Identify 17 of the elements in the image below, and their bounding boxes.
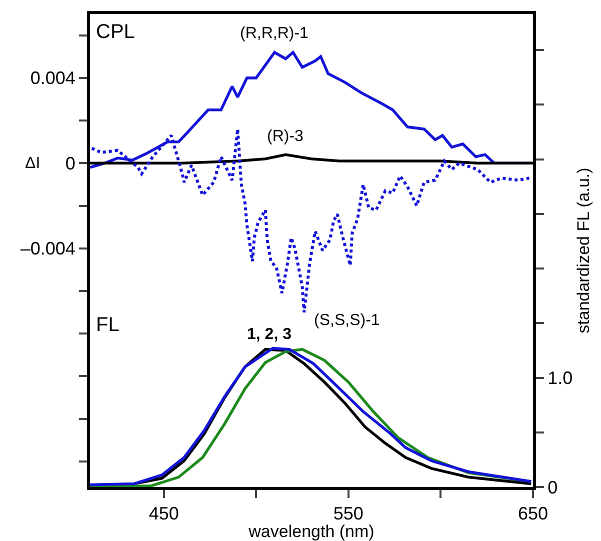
x-tick-label: 650 [518, 504, 548, 524]
y-tick-label: 0.004 [30, 68, 76, 88]
annotation: FL [96, 314, 120, 336]
annotation: CPL [96, 21, 135, 43]
y-axis-title: ΔI [25, 155, 40, 172]
x-tick-label: 450 [148, 504, 179, 524]
y2-axis-title: standardized FL (a.u.) [574, 168, 594, 334]
series-label: (R,R,R)-1 [240, 25, 309, 42]
series-label: (S,S,S)-1 [314, 312, 380, 329]
x-axis-title: wavelength (nm) [248, 522, 374, 541]
annotation: 1, 2, 3 [247, 326, 292, 343]
y2-tick-label: 0 [548, 477, 558, 498]
y-tick-label: –0.004 [20, 238, 76, 259]
series-label: (R)-3 [267, 128, 304, 145]
x-tick-label: 550 [333, 504, 364, 524]
y-tick-label: 0 [65, 153, 76, 174]
y2-tick-label: 1.0 [548, 368, 573, 388]
